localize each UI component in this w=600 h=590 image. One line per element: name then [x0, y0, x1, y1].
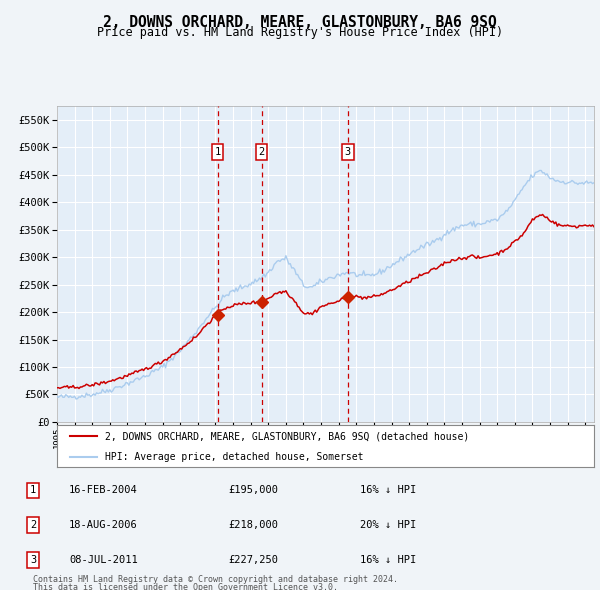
Text: 16% ↓ HPI: 16% ↓ HPI: [360, 555, 416, 565]
Text: 18-AUG-2006: 18-AUG-2006: [69, 520, 138, 530]
Text: Contains HM Land Registry data © Crown copyright and database right 2024.: Contains HM Land Registry data © Crown c…: [33, 575, 398, 584]
Text: 08-JUL-2011: 08-JUL-2011: [69, 555, 138, 565]
Text: This data is licensed under the Open Government Licence v3.0.: This data is licensed under the Open Gov…: [33, 583, 338, 590]
Text: 3: 3: [30, 555, 36, 565]
Text: 16-FEB-2004: 16-FEB-2004: [69, 486, 138, 495]
Text: 20% ↓ HPI: 20% ↓ HPI: [360, 520, 416, 530]
Text: 2: 2: [30, 520, 36, 530]
Text: £195,000: £195,000: [228, 486, 278, 495]
Text: 2, DOWNS ORCHARD, MEARE, GLASTONBURY, BA6 9SQ (detached house): 2, DOWNS ORCHARD, MEARE, GLASTONBURY, BA…: [106, 431, 470, 441]
Text: Price paid vs. HM Land Registry's House Price Index (HPI): Price paid vs. HM Land Registry's House …: [97, 26, 503, 39]
Text: £218,000: £218,000: [228, 520, 278, 530]
Text: 1: 1: [30, 486, 36, 495]
Text: 16% ↓ HPI: 16% ↓ HPI: [360, 486, 416, 495]
Text: 1: 1: [214, 147, 221, 157]
Text: £227,250: £227,250: [228, 555, 278, 565]
Text: 3: 3: [345, 147, 351, 157]
Text: 2: 2: [259, 147, 265, 157]
Text: HPI: Average price, detached house, Somerset: HPI: Average price, detached house, Some…: [106, 452, 364, 461]
Text: 2, DOWNS ORCHARD, MEARE, GLASTONBURY, BA6 9SQ: 2, DOWNS ORCHARD, MEARE, GLASTONBURY, BA…: [103, 15, 497, 30]
